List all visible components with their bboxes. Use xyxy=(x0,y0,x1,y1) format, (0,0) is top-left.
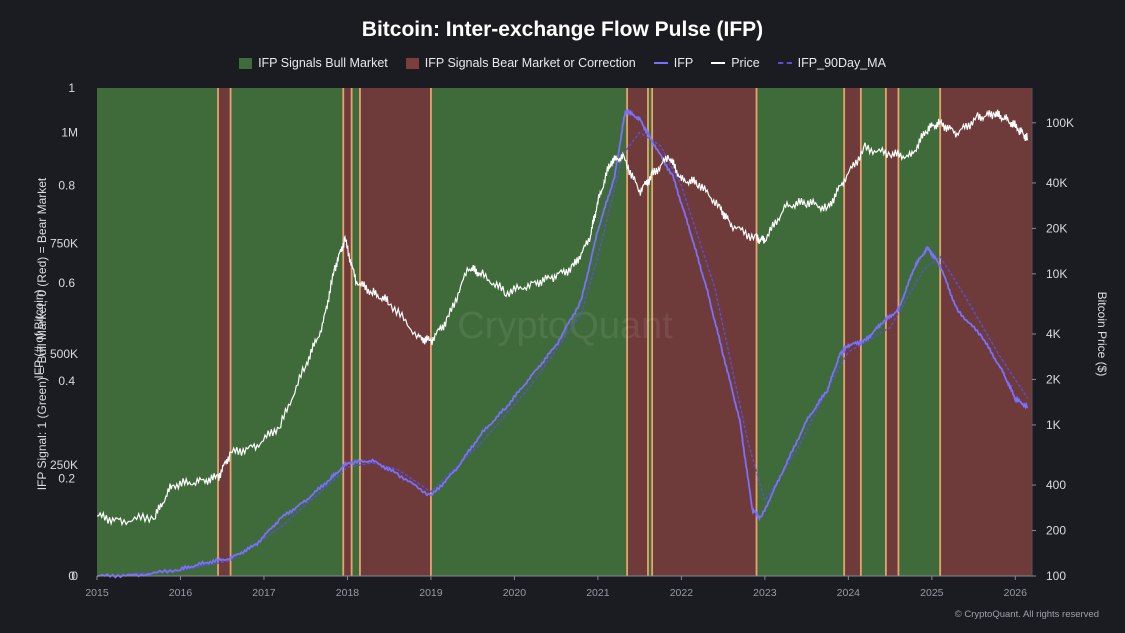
x-tick-label: 2024 xyxy=(837,587,861,599)
bull-band xyxy=(756,88,845,576)
x-tick-label: 2022 xyxy=(670,587,694,599)
bear-band xyxy=(627,88,648,576)
legend-swatch-bull xyxy=(239,57,253,69)
legend-label-ifp-ma: IFP_90Day_MA xyxy=(797,56,886,70)
legend-item-bull[interactable]: IFP Signals Bull Market xyxy=(239,56,388,70)
ifp-line xyxy=(96,108,1028,579)
price-tick-label: 400 xyxy=(1046,478,1066,492)
price-tick-label: 100 xyxy=(1046,569,1066,583)
x-tick-label: 2015 xyxy=(85,587,109,599)
watermark: CryptoQuant xyxy=(457,305,673,347)
x-tick-label: 2017 xyxy=(252,587,276,599)
chart-legend: IFP Signals Bull Market IFP Signals Bear… xyxy=(0,56,1125,70)
regime-bands xyxy=(97,88,1032,576)
x-tick-label: 2020 xyxy=(503,587,527,599)
legend-label-bull: IFP Signals Bull Market xyxy=(258,56,388,70)
bear-band xyxy=(885,88,899,576)
bull-band xyxy=(351,88,360,576)
signal-tick-label: 0 xyxy=(68,569,75,583)
price-tick-label: 1K xyxy=(1046,418,1061,432)
legend-label-bear: IFP Signals Bear Market or Correction xyxy=(424,56,636,70)
bull-band xyxy=(430,88,628,576)
axes: 2015 2016 2017 2018 2019 2020 2021 2022 2023 2024… xyxy=(50,81,1074,599)
bear-band xyxy=(844,88,861,576)
price-tick-label: 40K xyxy=(1046,176,1067,190)
bull-band xyxy=(898,88,941,576)
x-tick-label: 2016 xyxy=(169,587,193,599)
bull-band xyxy=(647,88,653,576)
legend-label-price: Price xyxy=(731,56,760,70)
x-tick-label: 2019 xyxy=(419,587,443,599)
legend-swatch-price xyxy=(711,62,726,64)
price-tick-label: 10K xyxy=(1046,267,1067,281)
ifp-tick-label: 500K xyxy=(50,347,78,361)
bear-band xyxy=(343,88,352,576)
legend-swatch-ifp-ma xyxy=(777,62,792,64)
bear-band xyxy=(359,88,431,576)
bear-band xyxy=(940,88,1032,576)
legend-item-bear[interactable]: IFP Signals Bear Market or Correction xyxy=(405,56,636,70)
x-tick-label: 2023 xyxy=(753,587,777,599)
x-tick-label: 2021 xyxy=(586,587,610,599)
legend-swatch-bear xyxy=(405,57,419,69)
legend-item-price[interactable]: Price xyxy=(711,56,760,70)
signal-tick-label: 0.6 xyxy=(58,276,75,290)
left-axis-ifp-label: IFP (# of Bitcoin) xyxy=(32,289,46,379)
watermark-text: CryptoQuant xyxy=(457,305,673,347)
bull-band xyxy=(97,88,219,576)
ifp-tick-label: 250K xyxy=(50,458,78,472)
signal-tick-label: 0.4 xyxy=(58,374,75,388)
chart-title: Bitcoin: Inter-exchange Flow Pulse (IFP) xyxy=(361,18,764,41)
series-lines xyxy=(96,108,1029,579)
price-tick-label: 2K xyxy=(1046,372,1061,386)
legend-label-ifp: IFP xyxy=(673,56,694,70)
price-tick-label: 100K xyxy=(1046,116,1074,130)
bull-band xyxy=(230,88,344,576)
ifp-90day-ma-line xyxy=(96,131,1029,577)
bear-band xyxy=(218,88,231,576)
x-tick-label: 2018 xyxy=(336,587,360,599)
legend-item-ifp-ma[interactable]: IFP_90Day_MA xyxy=(777,56,886,70)
ifp-tick-label: 0 xyxy=(71,569,78,583)
x-tick-label: 2025 xyxy=(920,587,944,599)
price-tick-label: 200 xyxy=(1046,524,1066,538)
right-axis-label: Bitcoin Price ($) xyxy=(1095,291,1109,377)
signal-tick-label: 0.2 xyxy=(58,471,75,485)
signal-tick-label: 1 xyxy=(68,81,75,95)
price-tick-label: 4K xyxy=(1046,327,1061,341)
price-line xyxy=(97,109,1029,527)
ifp-tick-label: 750K xyxy=(50,236,78,250)
copyright-text: © CryptoQuant. All rights reserved xyxy=(954,609,1099,620)
ifp-tick-label: 1M xyxy=(61,125,78,139)
legend-item-ifp[interactable]: IFP xyxy=(653,56,694,70)
legend-swatch-ifp xyxy=(653,62,668,64)
signal-tick-label: 0.8 xyxy=(58,179,75,193)
price-tick-label: 20K xyxy=(1046,221,1067,235)
x-tick-label: 2026 xyxy=(1004,587,1028,599)
